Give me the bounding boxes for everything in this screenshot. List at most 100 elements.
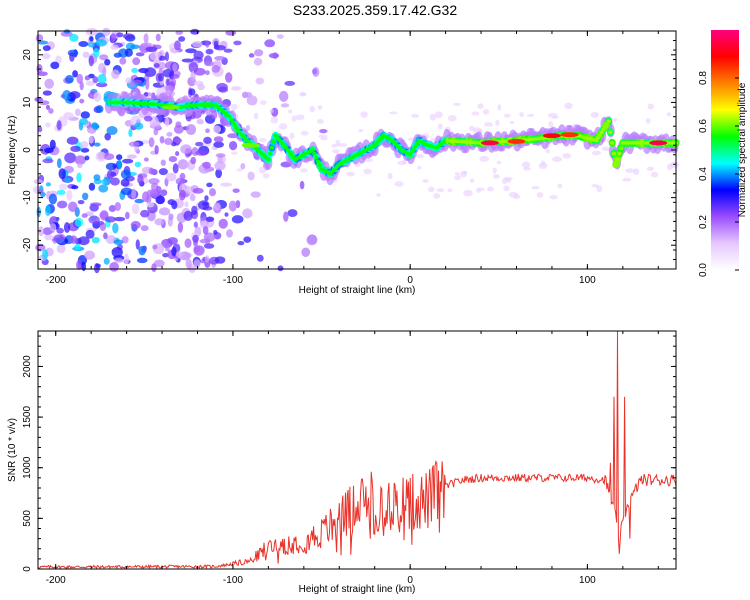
- spectrogram-noise: [288, 109, 293, 114]
- spectrogram-noise: [211, 65, 221, 73]
- spectrogram-noise: [205, 48, 214, 55]
- spectrogram-noise: [168, 213, 174, 221]
- spectrogram-noise: [224, 72, 233, 83]
- x-tick-label: 0: [407, 275, 413, 286]
- spectrogram-noise: [278, 123, 288, 130]
- spectrogram-noise: [93, 91, 102, 102]
- spectrogram-noise: [262, 173, 270, 179]
- spectrogram-ridge-core: [601, 127, 606, 132]
- spectrogram-noise: [258, 137, 267, 143]
- spectrogram-noise: [505, 178, 512, 183]
- snr-x-axis-label: Height of straight line (km): [299, 584, 416, 595]
- spectrogram-noise: [45, 122, 51, 128]
- spectrogram-noise: [89, 202, 102, 207]
- spectrogram-noise: [513, 194, 521, 200]
- spectrogram-noise: [143, 115, 153, 122]
- spectrogram-noise: [214, 161, 226, 171]
- spectrogram-noise: [591, 184, 599, 188]
- spectrogram-noise: [201, 162, 208, 167]
- spectrogram-noise: [300, 130, 309, 136]
- spectrogram-noise: [211, 109, 218, 120]
- spectrogram-ridge-core: [267, 151, 273, 156]
- spectrogram-noise: [233, 40, 242, 46]
- spectrogram-noise: [63, 112, 74, 120]
- spectrogram-noise: [66, 189, 73, 201]
- spectrogram-noise: [253, 112, 259, 120]
- spectrogram-ridge-core: [610, 141, 615, 145]
- spectrogram-noise: [110, 33, 116, 43]
- spectrogram-noise: [476, 187, 481, 193]
- spectrogram-noise: [44, 234, 54, 241]
- spectrogram-noise: [523, 167, 531, 171]
- spectrogram-noise: [185, 124, 197, 135]
- spectrogram-noise: [88, 55, 94, 67]
- spectrogram-noise: [69, 235, 78, 244]
- spectrogram-noise: [140, 225, 149, 232]
- spectrogram-noise: [92, 122, 100, 131]
- spectrogram-noise: [113, 216, 126, 222]
- spectrogram-noise: [226, 229, 233, 238]
- spectrogram-noise: [56, 200, 68, 209]
- spectrogram-noise: [148, 178, 160, 185]
- colorbar-tick-label: 0.6: [698, 119, 709, 133]
- spectrogram-noise: [193, 221, 198, 228]
- spectrogram-noise: [76, 73, 84, 84]
- spectrogram-noise: [647, 103, 654, 110]
- spectrogram-noise: [185, 48, 197, 54]
- spectrogram-ridge-core: [312, 152, 317, 156]
- spectrogram-ridge-core: [317, 163, 322, 168]
- spectrogram-noise: [503, 185, 510, 192]
- x-tick-label: 100: [579, 275, 596, 286]
- spectrogram-noise: [319, 128, 328, 134]
- spectrogram-noise: [92, 76, 99, 84]
- spectrogram-hotspot: [161, 104, 180, 110]
- spectrogram-noise: [301, 247, 311, 258]
- y-tick-label: 10: [22, 96, 33, 108]
- spectrogram-noise: [148, 167, 155, 175]
- spectrogram-noise: [195, 150, 208, 156]
- spectrogram-noise: [95, 82, 108, 88]
- spectrogram-ridge-core: [617, 151, 622, 156]
- spectrogram-noise: [145, 46, 158, 52]
- spectrogram-noise: [213, 202, 221, 211]
- spectrogram-noise: [236, 168, 243, 172]
- spectrogram-noise: [124, 48, 133, 57]
- spectrogram-noise: [318, 134, 328, 138]
- spectrogram-noise: [562, 153, 572, 159]
- spectrogram-noise: [196, 118, 204, 125]
- spectrogram-noise: [84, 75, 91, 81]
- spectrogram-noise: [280, 103, 290, 108]
- spectrogram-noise: [131, 68, 139, 74]
- spectrogram-noise: [228, 140, 238, 151]
- spectrogram-noise: [97, 151, 105, 160]
- spectrogram-noise: [189, 193, 196, 202]
- spectrogram-ridge-core: [314, 155, 319, 160]
- spectrogram-noise: [56, 189, 66, 195]
- spectrogram-noise: [192, 40, 203, 48]
- spectrogram-ridge-core: [615, 157, 620, 161]
- spectrogram-noise: [38, 126, 43, 133]
- spectrogram-noise: [193, 259, 201, 269]
- y-tick-label: 1000: [22, 456, 33, 479]
- spectrogram-noise: [214, 56, 226, 61]
- spectrogram-noise: [213, 141, 224, 148]
- spectrogram-noise: [188, 88, 196, 96]
- spectrogram-noise: [415, 154, 425, 159]
- spectrogram-noise: [429, 113, 437, 121]
- spectrogram-noise: [202, 225, 209, 235]
- spectrogram-marks: [32, 27, 680, 274]
- spectrogram-noise: [135, 239, 140, 250]
- spectrogram-noise: [114, 202, 122, 211]
- spectrogram-ridge-core: [269, 145, 275, 150]
- spectrogram-noise: [165, 172, 177, 182]
- x-tick-label: -200: [46, 275, 66, 286]
- spectrogram-noise: [88, 135, 94, 144]
- spectrogram-noise: [95, 105, 104, 114]
- spectrogram-noise: [215, 153, 226, 158]
- spectrogram-noise: [173, 124, 184, 134]
- spectrogram-noise: [97, 220, 104, 226]
- snr-y-ticks: 0 500 1000 1500 2000: [22, 335, 676, 572]
- spectrogram-noise: [551, 115, 559, 119]
- spectrogram-noise: [88, 215, 100, 224]
